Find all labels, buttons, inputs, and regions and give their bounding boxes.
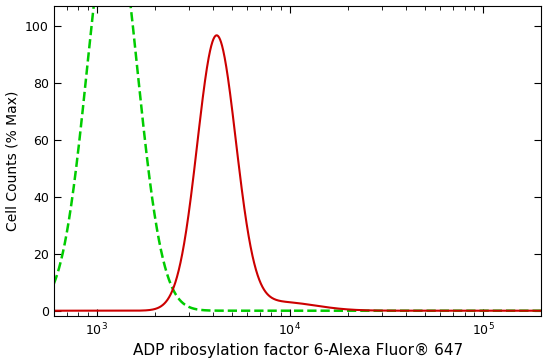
Y-axis label: Cell Counts (% Max): Cell Counts (% Max) [5,91,20,231]
X-axis label: ADP ribosylation factor 6-Alexa Fluor® 647: ADP ribosylation factor 6-Alexa Fluor® 6… [132,343,463,359]
